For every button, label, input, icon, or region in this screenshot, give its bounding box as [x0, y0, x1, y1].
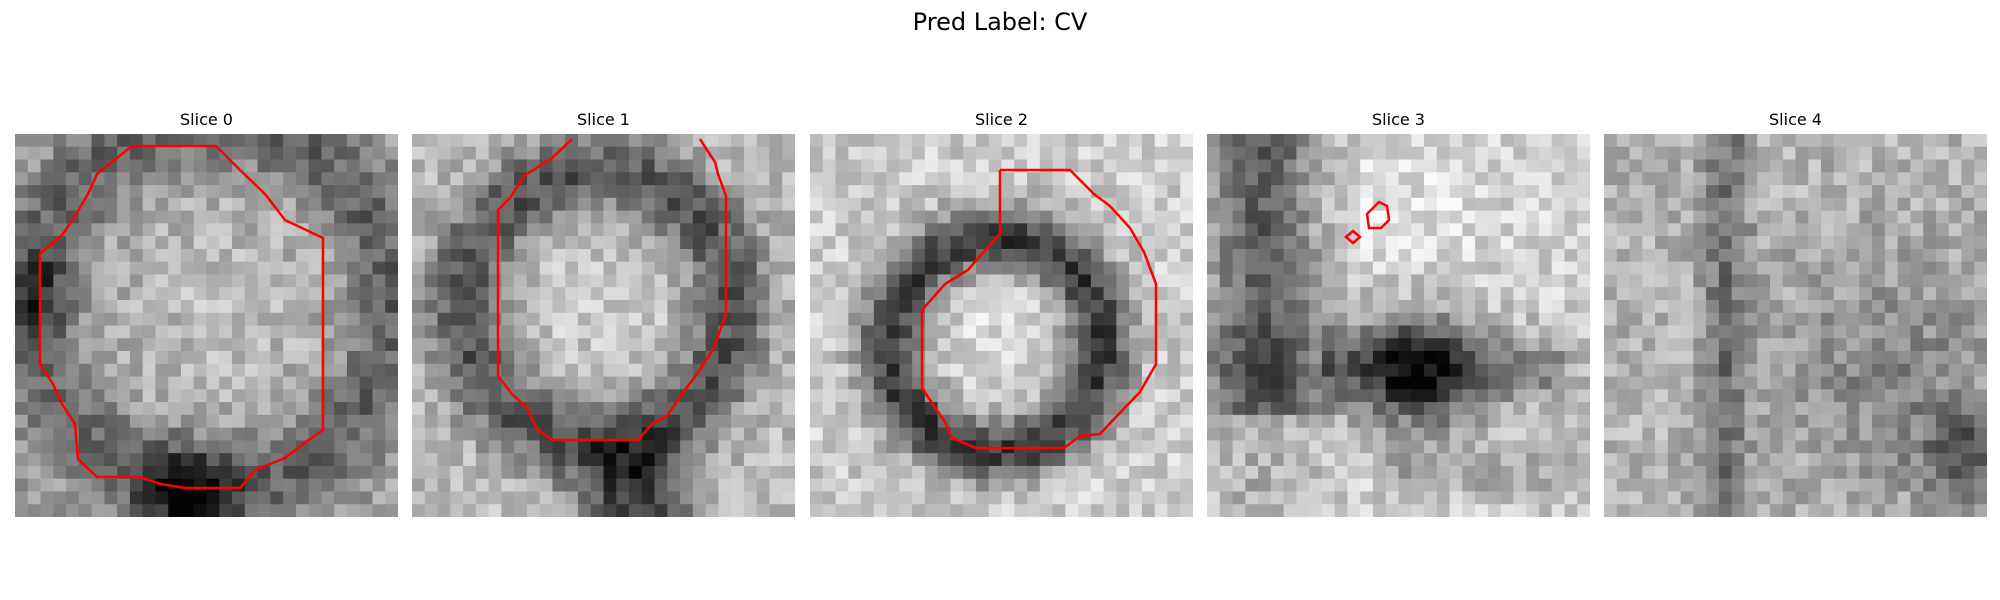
- segmentation-contour-2: [920, 168, 1158, 450]
- segmentation-contour-0: [38, 144, 325, 490]
- slice-image-0: [15, 134, 398, 517]
- segmentation-contour-3a: [1365, 200, 1391, 230]
- slice-title-4: Slice 4: [1769, 110, 1822, 129]
- slice-title-2: Slice 2: [975, 110, 1028, 129]
- segmentation-contour-3b: [1344, 229, 1362, 245]
- slice-title-3: Slice 3: [1372, 110, 1425, 129]
- slice-title-1: Slice 1: [577, 110, 630, 129]
- slice-title-0: Slice 0: [180, 110, 233, 129]
- slice-image-4: [1604, 134, 1987, 517]
- figure-title: Pred Label: CV: [912, 8, 1088, 36]
- slice-image-3: [1207, 134, 1590, 517]
- slice-image-2: [810, 134, 1193, 517]
- segmentation-contour-1: [496, 138, 728, 442]
- slice-image-1: [412, 134, 795, 517]
